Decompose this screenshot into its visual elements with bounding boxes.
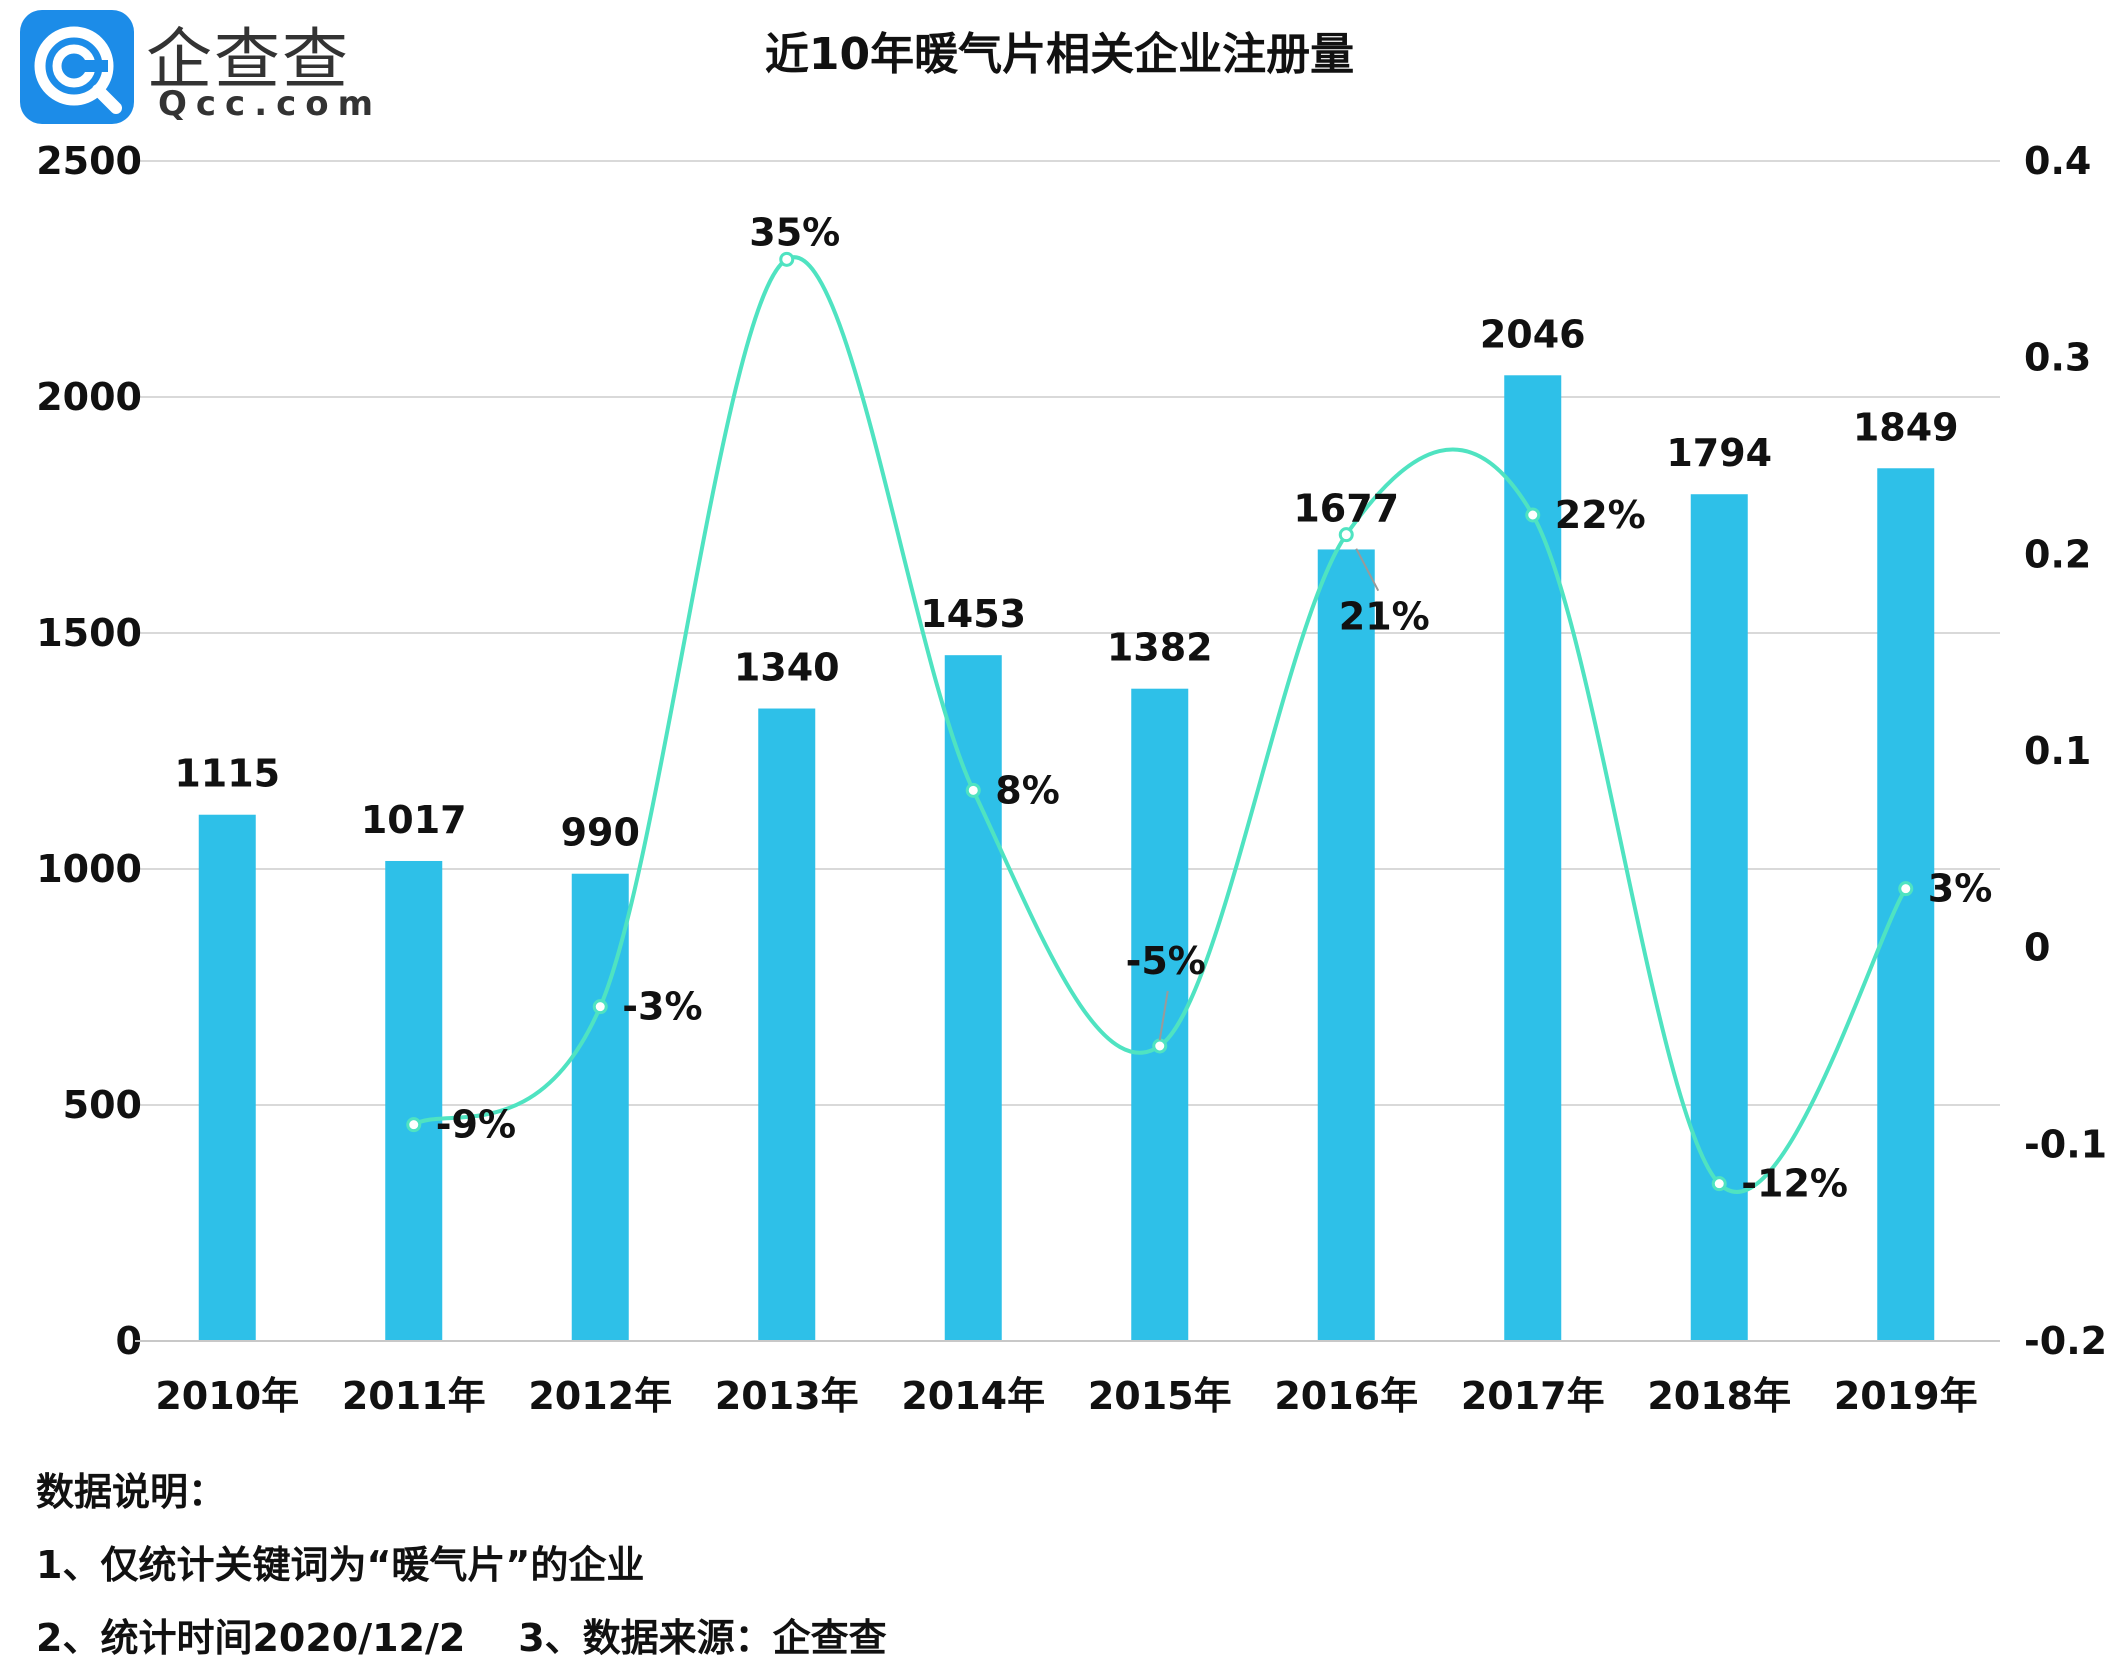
notes-line-2: 2、统计时间2020/12/2 3、数据来源：企查查 <box>36 1616 887 1660</box>
axes: 05001000150020002500-0.2-0.100.10.20.30.… <box>36 139 2107 1418</box>
x-axis-tick-label: 2016年 <box>1274 1374 1418 1418</box>
left-axis-tick-label: 1500 <box>36 611 142 655</box>
growth-point <box>1898 881 1914 897</box>
chart-title: 近10年暖气片相关企业注册量 <box>764 29 1355 80</box>
bar-value-label: 990 <box>561 811 640 855</box>
bar-value-label: 1340 <box>734 646 840 690</box>
left-axis-tick-label: 500 <box>63 1083 142 1127</box>
right-axis-tick-label: 0.1 <box>2024 729 2091 773</box>
notes-heading: 数据说明： <box>36 1470 227 1514</box>
growth-line-series <box>406 251 1914 1194</box>
qcc-logo: 企查查 Qcc.com <box>18 8 373 126</box>
growth-value-label: -12% <box>1741 1162 1848 1206</box>
notes-line-1: 1、仅统计关键词为“暖气片”的企业 <box>36 1543 645 1587</box>
growth-value-label: 3% <box>1928 867 1993 911</box>
x-axis-tick-label: 2013年 <box>715 1374 859 1418</box>
x-axis-tick-label: 2011年 <box>342 1374 486 1418</box>
growth-value-label: 22% <box>1555 493 1646 537</box>
x-axis-tick-label: 2019年 <box>1834 1374 1978 1418</box>
growth-point <box>779 251 795 267</box>
bar <box>1877 468 1935 1342</box>
growth-value-label: 8% <box>995 768 1060 812</box>
qcc-logo-icon <box>20 10 134 124</box>
bar <box>1131 688 1189 1341</box>
label-leader-line <box>1158 990 1169 1041</box>
bar <box>1504 375 1562 1342</box>
bar-value-label: 1453 <box>920 592 1026 636</box>
x-axis-tick-label: 2017年 <box>1461 1374 1605 1418</box>
x-axis-tick-label: 2015年 <box>1088 1374 1232 1418</box>
right-axis-tick-label: 0 <box>2024 926 2050 970</box>
right-axis-tick-label: -0.1 <box>2024 1122 2107 1166</box>
bar-value-label: 1794 <box>1666 431 1772 475</box>
growth-point <box>1338 527 1354 543</box>
bar <box>1317 549 1375 1341</box>
bar-value-label: 1017 <box>361 798 467 842</box>
bar-value-label: 1115 <box>174 752 280 796</box>
bar-series <box>198 375 1935 1342</box>
growth-point <box>406 1117 422 1133</box>
growth-value-label: 21% <box>1339 595 1430 639</box>
x-axis-tick-label: 2014年 <box>901 1374 1045 1418</box>
growth-value-label: -5% <box>1126 939 1206 983</box>
growth-value-label: -9% <box>436 1103 516 1147</box>
right-axis-tick-label: -0.2 <box>2024 1319 2107 1363</box>
growth-value-label: 35% <box>749 210 840 254</box>
bar-value-label: 1677 <box>1293 486 1399 530</box>
bar-value-label: 1382 <box>1107 626 1213 670</box>
growth-value-label: -3% <box>622 985 702 1029</box>
bar <box>385 860 443 1341</box>
left-axis-tick-label: 1000 <box>36 847 142 891</box>
right-axis-tick-label: 0.3 <box>2024 336 2091 380</box>
x-axis-tick-label: 2018年 <box>1647 1374 1791 1418</box>
x-axis-tick-label: 2010年 <box>155 1374 299 1418</box>
x-axis-tick-label: 2012年 <box>528 1374 672 1418</box>
right-axis-tick-label: 0.2 <box>2024 532 2091 576</box>
bar <box>944 655 1002 1341</box>
left-axis-tick-label: 2500 <box>36 139 142 183</box>
left-axis-tick-label: 2000 <box>36 375 142 419</box>
bar <box>198 814 256 1341</box>
bar <box>758 708 816 1341</box>
logo-domain: Qcc.com <box>158 84 383 124</box>
gridlines <box>135 160 2000 1106</box>
label-leader-line <box>1355 548 1380 592</box>
growth-point <box>965 782 981 798</box>
logo-name: 企查查 <box>146 21 350 98</box>
bar-value-label: 2046 <box>1480 312 1586 356</box>
data-notes: 数据说明： 1、仅统计关键词为“暖气片”的企业 2、统计时间2020/12/2 … <box>36 1456 887 1675</box>
growth-point <box>1711 1176 1727 1192</box>
growth-point <box>592 999 608 1015</box>
right-axis-tick-label: 0.4 <box>2024 139 2091 183</box>
growth-point <box>1525 507 1541 523</box>
data-labels: 1115 1017 990 1340 1453 1382 1677 2046 1794 1849 -… <box>174 210 1992 1205</box>
bar <box>1690 494 1748 1341</box>
bar-value-label: 1849 <box>1853 405 1959 449</box>
growth-point <box>1152 1038 1168 1054</box>
